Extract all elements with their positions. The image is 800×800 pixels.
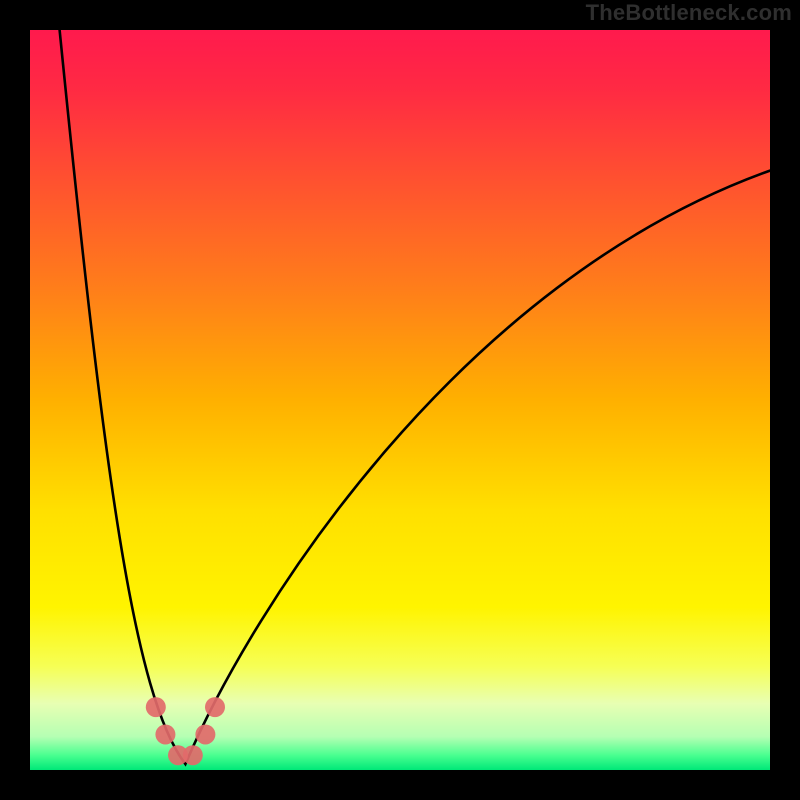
- watermark-text: TheBottleneck.com: [586, 0, 792, 26]
- marker-dot: [195, 724, 215, 744]
- plot-background-gradient: [30, 30, 770, 770]
- marker-dot: [155, 724, 175, 744]
- marker-dot: [183, 745, 203, 765]
- marker-dot: [205, 697, 225, 717]
- bottleneck-chart: [0, 0, 800, 800]
- marker-dot: [146, 697, 166, 717]
- chart-container: { "meta": { "watermark": "TheBottleneck.…: [0, 0, 800, 800]
